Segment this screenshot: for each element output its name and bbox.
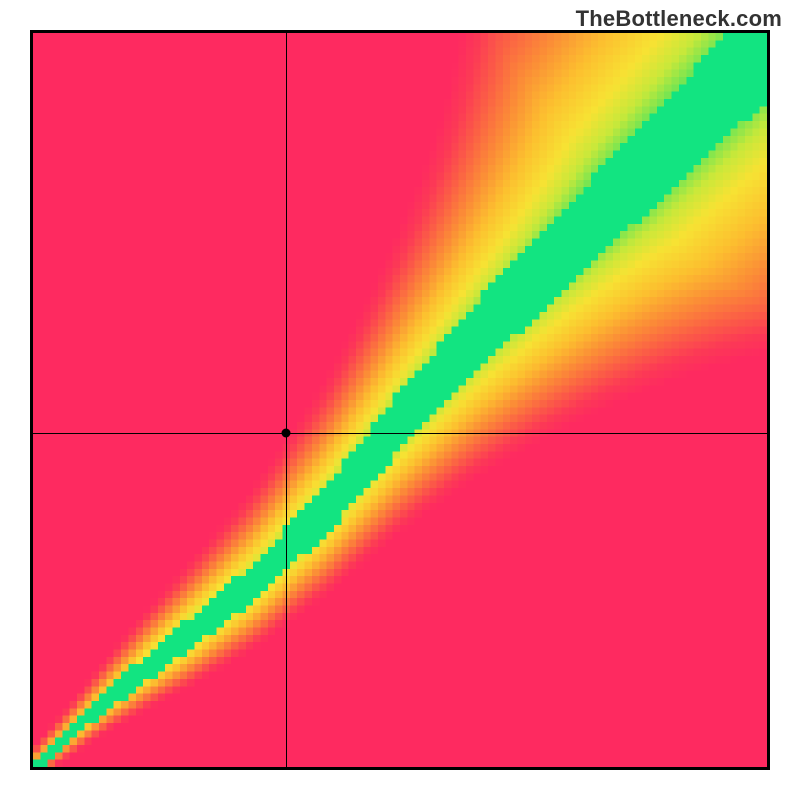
heatmap-canvas [33,33,767,767]
watermark-text: TheBottleneck.com [576,6,782,32]
crosshair-vertical [286,33,287,767]
crosshair-dot [282,429,291,438]
chart-container: TheBottleneck.com [0,0,800,800]
crosshair-horizontal [33,433,767,434]
plot-frame [30,30,770,770]
